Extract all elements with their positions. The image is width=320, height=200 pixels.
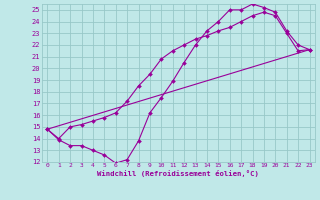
X-axis label: Windchill (Refroidissement éolien,°C): Windchill (Refroidissement éolien,°C) xyxy=(98,170,259,177)
